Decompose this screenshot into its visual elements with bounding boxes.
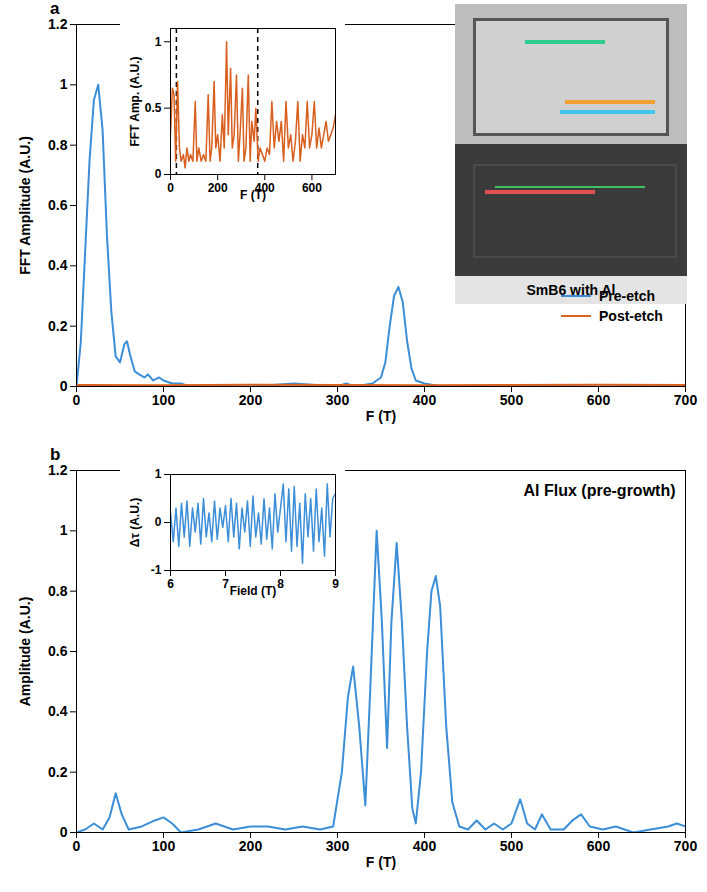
svg-text:0.8: 0.8 [48, 583, 68, 599]
svg-text:200: 200 [239, 838, 263, 854]
svg-text:0.5: 0.5 [145, 101, 162, 115]
svg-text:0.6: 0.6 [48, 197, 68, 213]
html-text:Post-etch: Post-etch [599, 308, 663, 325]
svg-text:F (T): F (T) [366, 854, 396, 870]
svg-text:Δτ (A.U.): Δτ (A.U.) [128, 498, 142, 547]
svg-text:0.2: 0.2 [48, 318, 68, 334]
svg-text:1: 1 [60, 522, 68, 538]
svg-text:0: 0 [73, 838, 81, 854]
svg-text:0: 0 [73, 392, 81, 408]
svg-text:200: 200 [208, 181, 228, 195]
svg-text:0: 0 [60, 378, 68, 394]
svg-text:300: 300 [326, 838, 350, 854]
svg-text:0.4: 0.4 [48, 703, 68, 719]
svg-text:1: 1 [155, 35, 162, 49]
html-text:a: a [50, 0, 60, 18]
svg-text:0.6: 0.6 [48, 643, 68, 659]
svg-text:8: 8 [277, 577, 284, 591]
svg-text:7: 7 [222, 577, 229, 591]
svg-text:500: 500 [500, 838, 524, 854]
svg-text:1: 1 [155, 467, 162, 481]
svg-text:F (T): F (T) [240, 188, 266, 202]
svg-text:Amplitude (A.U.): Amplitude (A.U.) [17, 597, 33, 707]
svg-text:100: 100 [152, 838, 176, 854]
svg-text:6: 6 [167, 577, 174, 591]
svg-text:100: 100 [152, 392, 176, 408]
svg-text:500: 500 [500, 392, 524, 408]
svg-text:0.4: 0.4 [48, 257, 68, 273]
svg-text:Al Flux (pre-growth): Al Flux (pre-growth) [524, 482, 676, 499]
svg-text:0: 0 [60, 824, 68, 840]
html-text:b: b [50, 445, 61, 464]
svg-text:400: 400 [413, 838, 437, 854]
svg-text:0.8: 0.8 [48, 137, 68, 153]
svg-text:200: 200 [239, 392, 263, 408]
svg-text:9: 9 [332, 577, 339, 591]
svg-text:F (T): F (T) [366, 408, 396, 424]
html-text:Pre-etch: Pre-etch [599, 288, 655, 305]
svg-text:0: 0 [167, 181, 174, 195]
svg-text:0.2: 0.2 [48, 764, 68, 780]
svg-text:0: 0 [155, 515, 162, 529]
svg-text:700: 700 [674, 392, 698, 408]
svg-text:600: 600 [302, 181, 322, 195]
svg-text:1.2: 1.2 [48, 462, 68, 478]
svg-text:1: 1 [60, 76, 68, 92]
svg-text:FFT Amplitude (A.U.): FFT Amplitude (A.U.) [17, 136, 33, 275]
svg-text:400: 400 [413, 392, 437, 408]
html-text:SmB6 with Al: SmB6 with Al [526, 282, 616, 298]
svg-text:-1: -1 [151, 563, 162, 577]
svg-text:1.2: 1.2 [48, 16, 68, 32]
svg-text:Field (T): Field (T) [230, 584, 277, 598]
svg-text:300: 300 [326, 392, 350, 408]
svg-text:600: 600 [587, 838, 611, 854]
svg-text:0: 0 [155, 167, 162, 181]
svg-text:600: 600 [587, 392, 611, 408]
svg-text:FFT Amp. (A.U.): FFT Amp. (A.U.) [128, 56, 142, 146]
svg-text:700: 700 [674, 838, 698, 854]
